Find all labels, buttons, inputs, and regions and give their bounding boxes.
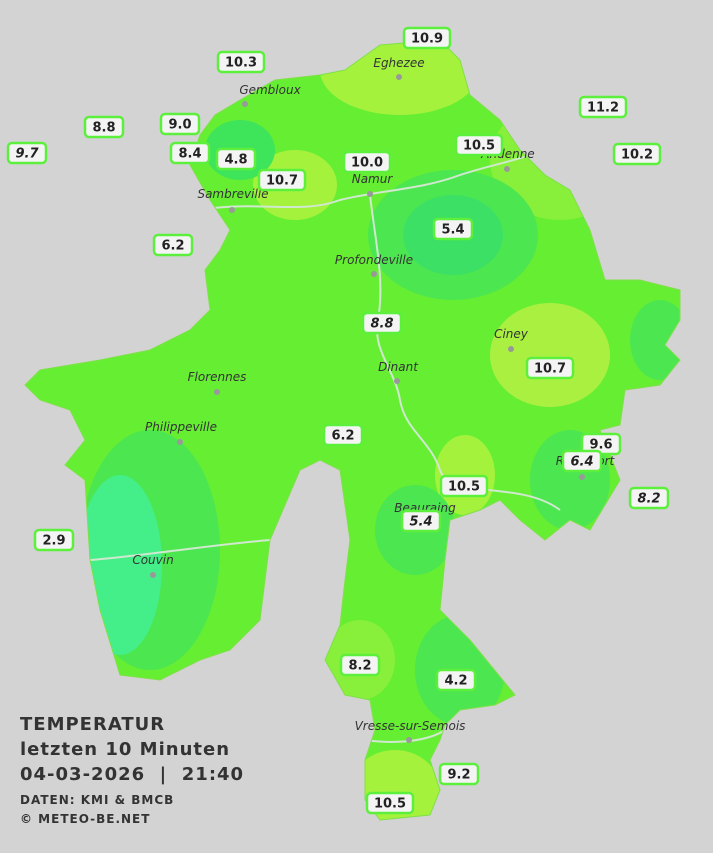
station-box: [365, 791, 415, 815]
station-value: 10.0: [351, 156, 383, 171]
station-box: [438, 762, 480, 786]
station-box: [257, 168, 307, 192]
town-dot: [371, 271, 377, 277]
station-box: [83, 115, 125, 139]
caption: TEMPERATUR letzten 10 Minuten 04-03-2026…: [20, 714, 244, 826]
station-value: 4.8: [224, 153, 247, 168]
station-value: 10.7: [534, 362, 566, 377]
town-name: Ciney: [494, 327, 529, 341]
station-value: 4.2: [444, 674, 467, 689]
station-value: 5.4: [441, 223, 464, 238]
station-value: 9.7: [15, 147, 39, 162]
town-name: Sambreville: [197, 187, 268, 201]
station-box: [628, 486, 670, 510]
station-value: 11.2: [587, 101, 619, 116]
station-box: [435, 668, 477, 692]
town-name: Gembloux: [239, 83, 301, 97]
town-name: Vresse-sur-Semois: [355, 719, 466, 733]
station-box: [215, 147, 257, 171]
station-value: 9.0: [168, 118, 191, 133]
station-box: [169, 141, 211, 165]
station-box: [454, 133, 504, 157]
station-box: [322, 423, 364, 447]
station-value: 10.9: [411, 32, 443, 47]
town-name: Couvin: [132, 553, 173, 567]
station-value: 6.2: [161, 239, 184, 254]
town-dot: [394, 378, 400, 384]
timestamp: 04-03-2026 | 21:40: [20, 764, 244, 785]
station-value: 5.4: [409, 515, 432, 530]
station-value: 6.2: [331, 429, 354, 444]
station-value: 10.5: [374, 797, 406, 812]
town-dot: [214, 389, 220, 395]
town-name: Florennes: [188, 370, 247, 384]
station-box: [159, 112, 201, 136]
station-value: 9.2: [447, 768, 470, 783]
town-dot: [229, 207, 235, 213]
station-value: 10.7: [266, 174, 298, 189]
station-box: [432, 217, 474, 241]
town-dot: [367, 191, 373, 197]
town-dot: [504, 166, 510, 172]
station-box: [361, 311, 403, 335]
station-value: 8.4: [178, 147, 201, 162]
station-box: [525, 356, 575, 380]
town-dot: [396, 74, 402, 80]
town-dot: [177, 439, 183, 445]
station-value: 8.2: [348, 659, 371, 674]
town-dot: [242, 101, 248, 107]
station-box: [339, 653, 381, 677]
station-box: [33, 528, 75, 552]
station-value: 8.2: [637, 492, 660, 507]
town-name: Eghezee: [373, 56, 424, 70]
station-box: [578, 95, 628, 119]
station-value: 10.2: [621, 148, 653, 163]
station-value: 8.8: [92, 121, 115, 136]
title: TEMPERATUR: [20, 714, 165, 735]
station-box: [6, 141, 48, 165]
town-name: Profondeville: [335, 253, 413, 267]
town-dot: [150, 572, 156, 578]
town-name: Namur: [352, 172, 394, 186]
station-box: [612, 142, 662, 166]
town-name: Philippeville: [145, 420, 217, 434]
station-value: 2.9: [42, 534, 65, 549]
station-value: 8.8: [370, 317, 393, 332]
station-value: 9.6: [589, 438, 612, 453]
station-value: 6.4: [570, 455, 593, 470]
station-value: 10.3: [225, 56, 257, 71]
station-value: 10.5: [463, 139, 495, 154]
station-box: [439, 474, 489, 498]
town-dot: [579, 474, 585, 480]
source: DATEN: KMI & BMCB: [20, 793, 174, 807]
station-box: [216, 50, 266, 74]
station-box: [400, 509, 442, 533]
subtitle: letzten 10 Minuten: [20, 739, 230, 760]
town-name: Dinant: [378, 360, 419, 374]
town-dot: [508, 346, 514, 352]
stations: 10.9 10.3 11.2 8.8 9.0 9.7 8.4 4.8 10.5 10.2 10.0 1…: [6, 26, 670, 815]
station-box: [402, 26, 452, 50]
town-dot: [406, 737, 412, 743]
station-box: [342, 150, 392, 174]
station-value: 10.5: [448, 480, 480, 495]
station-box: [561, 449, 603, 473]
copyright: © METEO-BE.NET: [20, 812, 150, 826]
station-box: [152, 233, 194, 257]
